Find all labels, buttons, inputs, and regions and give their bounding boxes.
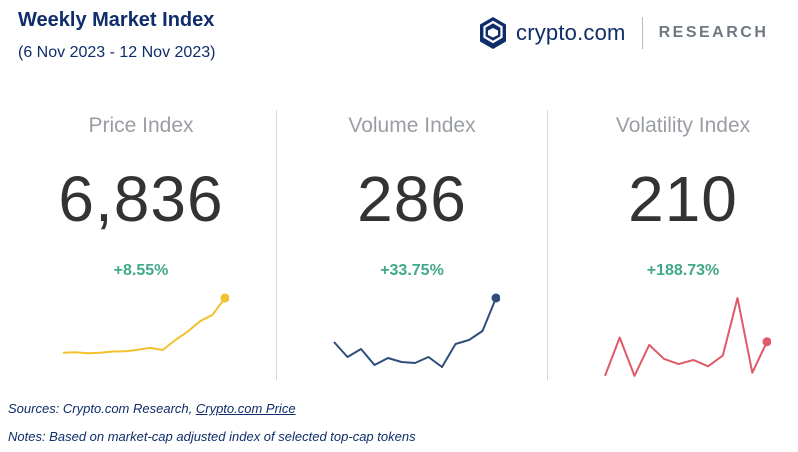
volume-index-change: +33.75% — [380, 262, 444, 279]
date-range: (6 Nov 2023 - 12 Nov 2023) — [18, 44, 216, 61]
price-index-panel: Price Index 6,836 +8.55% — [11, 100, 271, 390]
brand-logo: crypto.com RESEARCH — [478, 16, 768, 50]
panel-divider — [547, 110, 548, 380]
volume-index-value: 286 — [357, 163, 467, 235]
sparkline-series — [604, 297, 768, 377]
volatility-index-change: +188.73% — [646, 262, 720, 279]
sources-note: Sources: Crypto.com Research, Crypto.com… — [8, 401, 296, 416]
index-panels: Price Index 6,836 +8.55% Volume Index 28… — [0, 100, 798, 390]
page-title: Weekly Market Index — [18, 9, 215, 31]
price-index-label: Price Index — [88, 114, 194, 137]
volatility-index-sparkline — [604, 297, 771, 377]
sparkline-series — [62, 297, 226, 355]
volatility-index-label: Volatility Index — [615, 114, 751, 137]
price-index-change: +8.55% — [113, 262, 169, 279]
volume-index-panel: Volume Index 286 +33.75% — [282, 100, 542, 390]
crypto-com-price-link[interactable]: Crypto.com Price — [195, 401, 296, 416]
brand-name: crypto.com — [516, 20, 626, 45]
sparkline-end-point — [491, 293, 500, 303]
volatility-index-value: 210 — [628, 163, 738, 235]
volume-index-sparkline — [333, 293, 500, 368]
price-index-sparkline — [62, 293, 229, 355]
price-index-value: 6,836 — [58, 163, 224, 235]
logo-divider — [641, 17, 643, 49]
sources-prefix: Sources: Crypto.com Research, — [8, 401, 196, 416]
sparkline-end-point — [220, 293, 229, 303]
methodology-note: Notes: Based on market-cap adjusted inde… — [8, 429, 416, 444]
brand-suffix: RESEARCH — [658, 24, 769, 41]
crypto-com-shield-icon — [478, 16, 508, 50]
sparkline-end-point — [762, 337, 771, 347]
volume-index-label: Volume Index — [348, 114, 476, 137]
panel-divider — [276, 110, 277, 380]
volatility-index-panel: Volatility Index 210 +188.73% — [553, 100, 798, 390]
sparkline-series — [333, 297, 497, 368]
